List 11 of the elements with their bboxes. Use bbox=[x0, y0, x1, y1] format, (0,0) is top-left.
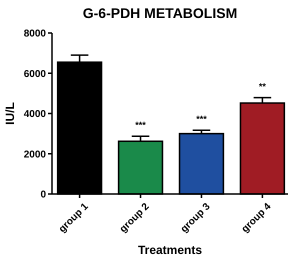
annotation: *** bbox=[135, 120, 146, 130]
chart-title: G-6-PDH METABOLISM bbox=[82, 5, 238, 21]
y-tick-label: 2000 bbox=[24, 149, 46, 160]
x-axis-title: Treatments bbox=[138, 243, 202, 257]
y-tick-label: 0 bbox=[40, 190, 46, 200]
annotation: *** bbox=[196, 114, 208, 124]
y-tick-label: 6000 bbox=[24, 68, 46, 80]
y-tick-label: 4000 bbox=[24, 109, 46, 120]
y-axis-title: IU/L bbox=[3, 102, 17, 125]
y-tick-label: 8000 bbox=[24, 28, 46, 40]
annotation: ** bbox=[258, 82, 266, 92]
